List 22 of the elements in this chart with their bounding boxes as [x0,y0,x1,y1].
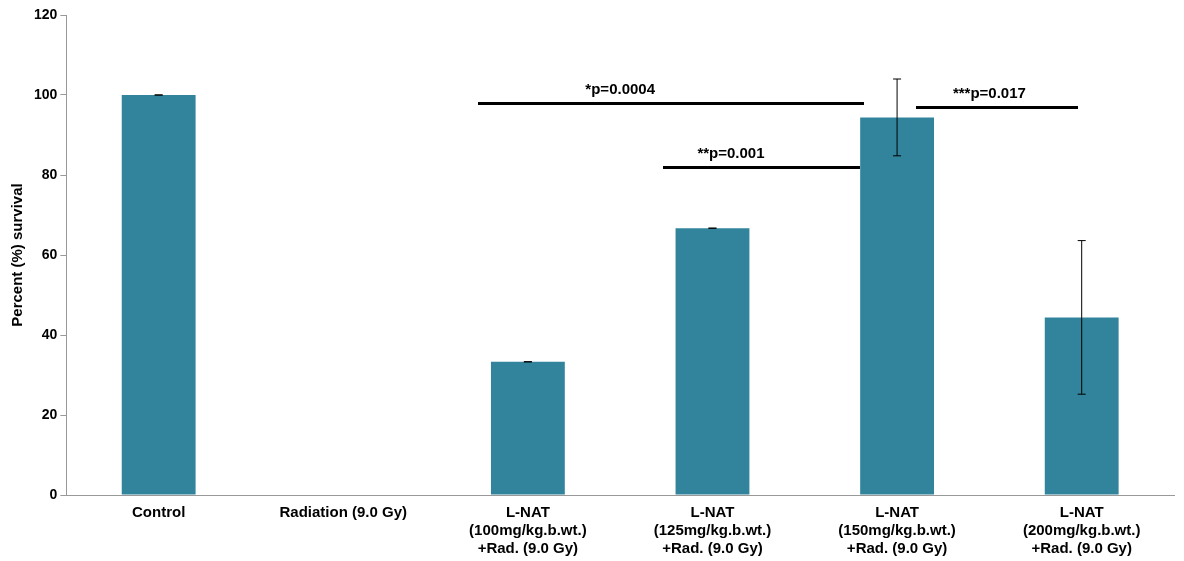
bar [490,361,565,495]
y-axis-title: Percent (%) survival [8,183,26,327]
y-tick-label: 80 [41,165,58,182]
x-tick-label: L-NAT (150mg/kg.b.wt.) +Rad. (9.0 Gy) [838,503,956,557]
annotation: *p=0.0004 [585,79,656,97]
y-tick-label: 100 [34,85,58,102]
x-tick-label: L-NAT (200mg/kg.b.wt.) +Rad. (9.0 Gy) [1022,503,1141,557]
bar [675,228,750,495]
bar [121,95,196,495]
x-tick-label: L-NAT (125mg/kg.b.wt.) +Rad. (9.0 Gy) [653,503,772,557]
y-tick-label: 0 [49,485,58,502]
bar [1044,317,1119,495]
y-tick-label: 40 [41,325,58,342]
y-tick-label: 60 [41,245,58,262]
x-tick-label: Control [132,503,186,521]
annotation: ***p=0.017 [952,83,1026,101]
y-tick-label: 120 [34,5,58,22]
x-tick-label: L-NAT (100mg/kg.b.wt.) +Rad. (9.0 Gy) [469,503,587,557]
annotation: **p=0.001 [697,143,765,161]
x-tick-label: Radiation (9.0 Gy) [279,503,408,521]
bar [860,117,935,495]
y-tick-label: 20 [41,405,58,422]
